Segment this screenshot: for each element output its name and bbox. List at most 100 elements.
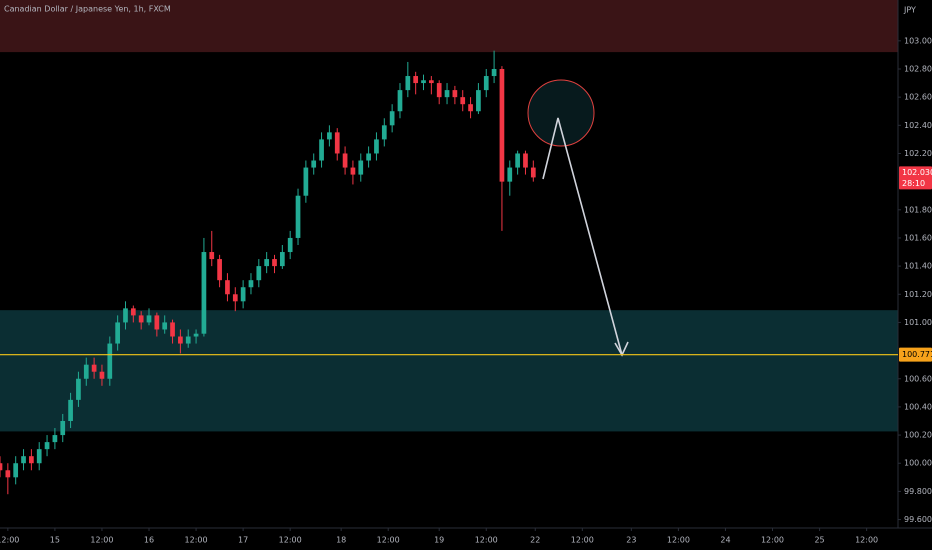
y-tick-label: 103.000 xyxy=(904,36,932,45)
x-tick-label: 12:00 xyxy=(279,536,302,545)
candle-body xyxy=(146,315,152,323)
candle-body xyxy=(248,280,254,288)
candle-body xyxy=(0,463,3,471)
candle-body xyxy=(507,167,513,182)
candle-body xyxy=(83,364,89,379)
x-tick-label: 12:00 xyxy=(90,536,113,545)
x-tick-label: 15 xyxy=(50,536,60,545)
currency-label: JPY xyxy=(903,6,916,15)
candle-body xyxy=(107,343,113,379)
candle-body xyxy=(342,153,348,168)
candle-body xyxy=(178,336,183,344)
candle-body xyxy=(327,132,332,140)
candle-body xyxy=(225,280,230,295)
candle-body xyxy=(36,449,42,464)
candle-body xyxy=(429,80,434,84)
candle-body xyxy=(405,76,411,91)
annotation-circle xyxy=(527,79,595,147)
candle-body xyxy=(130,308,136,316)
y-tick-label: 99.800 xyxy=(904,487,932,496)
candle-body xyxy=(29,456,34,464)
candle-body xyxy=(232,294,238,302)
candle-body xyxy=(193,333,199,337)
countdown-label: 28:10 xyxy=(902,179,925,188)
last-price-label: 102.030 xyxy=(902,168,932,177)
candle-body xyxy=(76,378,81,400)
candle-body xyxy=(99,371,105,379)
level-label-bg xyxy=(899,347,932,362)
candle-body xyxy=(201,252,207,334)
candle-body xyxy=(311,160,317,168)
candle-body xyxy=(115,322,120,344)
candle-body xyxy=(209,252,215,260)
y-tick-label: 101.000 xyxy=(904,318,932,327)
x-tick-label: 12:00 xyxy=(571,536,594,545)
candle-body xyxy=(397,90,403,112)
x-tick-label: 17 xyxy=(238,536,248,545)
candle-body xyxy=(279,252,285,267)
candle-body xyxy=(530,167,536,178)
candle-body xyxy=(444,90,450,98)
candle-body xyxy=(68,399,73,421)
candle-body xyxy=(460,97,466,105)
last-price-bg xyxy=(899,166,932,190)
candle-body xyxy=(21,456,26,464)
y-tick-label: 101.600 xyxy=(904,233,932,242)
plot xyxy=(0,50,536,495)
candle-body xyxy=(5,470,11,478)
candle-body xyxy=(240,287,246,302)
x-tick-label: 18 xyxy=(336,536,346,545)
x-tick-label: 12:00 xyxy=(761,536,784,545)
x-tick-label: 25 xyxy=(814,536,824,545)
candle-body xyxy=(389,111,395,126)
candle-body xyxy=(334,132,340,154)
candle-body xyxy=(52,435,58,443)
y-tick-label: 101.400 xyxy=(904,262,932,271)
y-tick-label: 102.200 xyxy=(904,149,932,158)
candle-body xyxy=(303,167,309,196)
candle-body xyxy=(256,266,262,281)
level-label: 100.771 xyxy=(902,350,932,359)
candle-body xyxy=(468,104,473,112)
x-tick-label: 22 xyxy=(530,536,540,545)
candle-body xyxy=(381,125,387,140)
candle-body xyxy=(476,90,481,112)
candle-body xyxy=(515,153,520,168)
candle-body xyxy=(295,195,301,238)
candle-body xyxy=(350,167,356,175)
candle-body xyxy=(60,420,66,436)
y-tick-label: 99.600 xyxy=(904,515,932,524)
x-tick-label: 12:00 xyxy=(0,536,19,545)
candle-body xyxy=(264,259,270,267)
x-tick-label: 12:00 xyxy=(667,536,690,545)
candle-body xyxy=(272,259,277,267)
candle-body xyxy=(358,160,364,175)
candle-body xyxy=(452,90,458,98)
x-tick-label: 24 xyxy=(720,536,730,545)
y-tick-label: 102.800 xyxy=(904,64,932,73)
y-tick-label: 102.600 xyxy=(904,93,932,102)
candle-body xyxy=(138,315,144,323)
candle-body xyxy=(13,463,19,478)
y-tick-label: 101.800 xyxy=(904,205,932,214)
y-tick-label: 100.000 xyxy=(904,459,932,468)
candle-body xyxy=(154,315,160,330)
candle-body xyxy=(366,153,371,161)
x-tick-label: 19 xyxy=(434,536,444,545)
x-tick-label: 12:00 xyxy=(185,536,208,545)
candle-body xyxy=(123,308,128,323)
candle-body xyxy=(523,153,528,168)
candle-body xyxy=(413,76,419,84)
candle-body xyxy=(170,322,175,337)
candle-body xyxy=(217,259,222,281)
y-tick-label: 100.600 xyxy=(904,374,932,383)
candle-body xyxy=(44,442,50,450)
candle-body xyxy=(319,139,324,161)
x-tick-label: 16 xyxy=(144,536,154,545)
candle-body xyxy=(421,80,426,84)
zone xyxy=(0,310,898,432)
candle-body xyxy=(374,139,379,154)
chart-title: Canadian Dollar / Japanese Yen, 1h, FXCM xyxy=(4,5,171,14)
x-tick-label: 12:00 xyxy=(475,536,498,545)
